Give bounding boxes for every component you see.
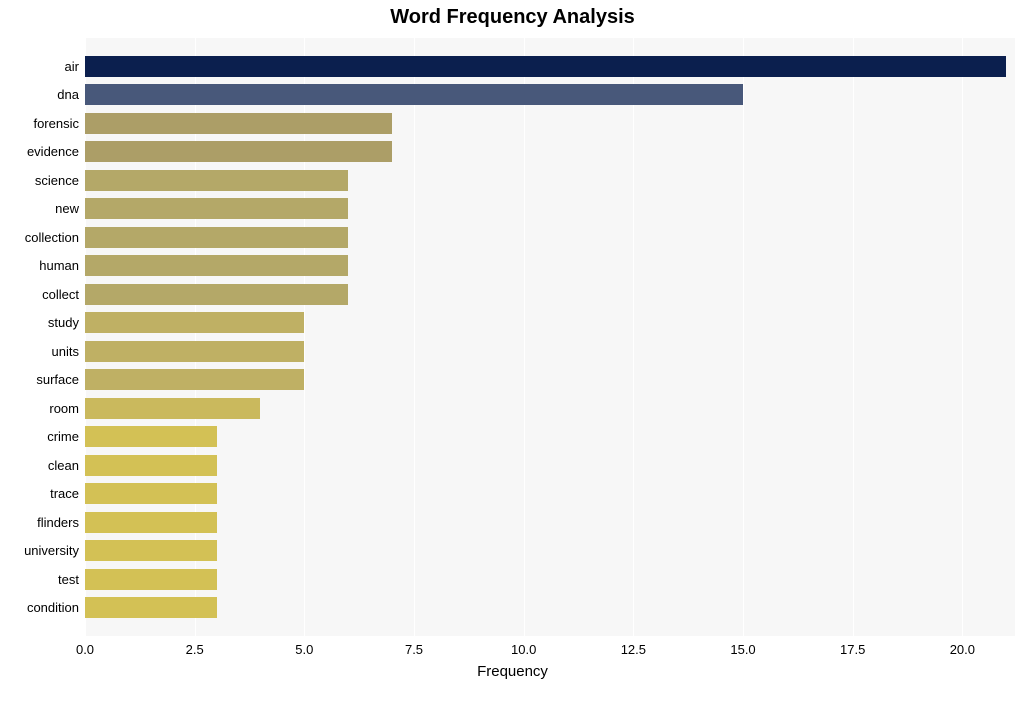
y-tick-label: trace <box>0 486 79 501</box>
grid-line <box>633 38 634 636</box>
grid-line <box>743 38 744 636</box>
bar <box>85 170 348 191</box>
x-tick-label: 0.0 <box>76 642 94 657</box>
chart-title: Word Frequency Analysis <box>0 6 1025 29</box>
y-tick-label: science <box>0 173 79 188</box>
bar <box>85 426 217 447</box>
y-tick-label: crime <box>0 429 79 444</box>
x-tick-label: 12.5 <box>621 642 646 657</box>
bar <box>85 569 217 590</box>
bar <box>85 369 304 390</box>
x-tick-label: 20.0 <box>950 642 975 657</box>
bar <box>85 398 260 419</box>
y-tick-label: surface <box>0 372 79 387</box>
bar <box>85 255 348 276</box>
grid-line <box>962 38 963 636</box>
y-tick-label: room <box>0 401 79 416</box>
y-tick-label: collect <box>0 287 79 302</box>
bar <box>85 341 304 362</box>
y-tick-label: university <box>0 543 79 558</box>
y-tick-label: new <box>0 201 79 216</box>
bar <box>85 113 392 134</box>
bar <box>85 141 392 162</box>
y-tick-label: forensic <box>0 116 79 131</box>
bar <box>85 312 304 333</box>
bar <box>85 597 217 618</box>
grid-line <box>414 38 415 636</box>
y-tick-label: collection <box>0 230 79 245</box>
bar <box>85 56 1006 77</box>
plot-area <box>85 38 1015 636</box>
x-tick-label: 2.5 <box>186 642 204 657</box>
x-tick-label: 17.5 <box>840 642 865 657</box>
x-axis-label: Frequency <box>0 663 1025 680</box>
x-tick-label: 5.0 <box>295 642 313 657</box>
bar <box>85 512 217 533</box>
x-tick-label: 7.5 <box>405 642 423 657</box>
y-tick-label: air <box>0 59 79 74</box>
x-tick-label: 10.0 <box>511 642 536 657</box>
bar <box>85 227 348 248</box>
bar <box>85 198 348 219</box>
y-tick-label: clean <box>0 458 79 473</box>
y-tick-label: study <box>0 315 79 330</box>
y-tick-label: test <box>0 572 79 587</box>
y-tick-label: dna <box>0 87 79 102</box>
bar <box>85 284 348 305</box>
bar <box>85 540 217 561</box>
y-tick-label: condition <box>0 600 79 615</box>
y-tick-label: human <box>0 258 79 273</box>
bar <box>85 483 217 504</box>
x-tick-label: 15.0 <box>730 642 755 657</box>
y-tick-label: flinders <box>0 515 79 530</box>
y-tick-label: evidence <box>0 144 79 159</box>
grid-line <box>853 38 854 636</box>
bar <box>85 84 743 105</box>
chart-container: Word Frequency Analysis Frequency 0.0 2.5… <box>0 0 1025 701</box>
y-tick-label: units <box>0 344 79 359</box>
grid-line <box>524 38 525 636</box>
bar <box>85 455 217 476</box>
